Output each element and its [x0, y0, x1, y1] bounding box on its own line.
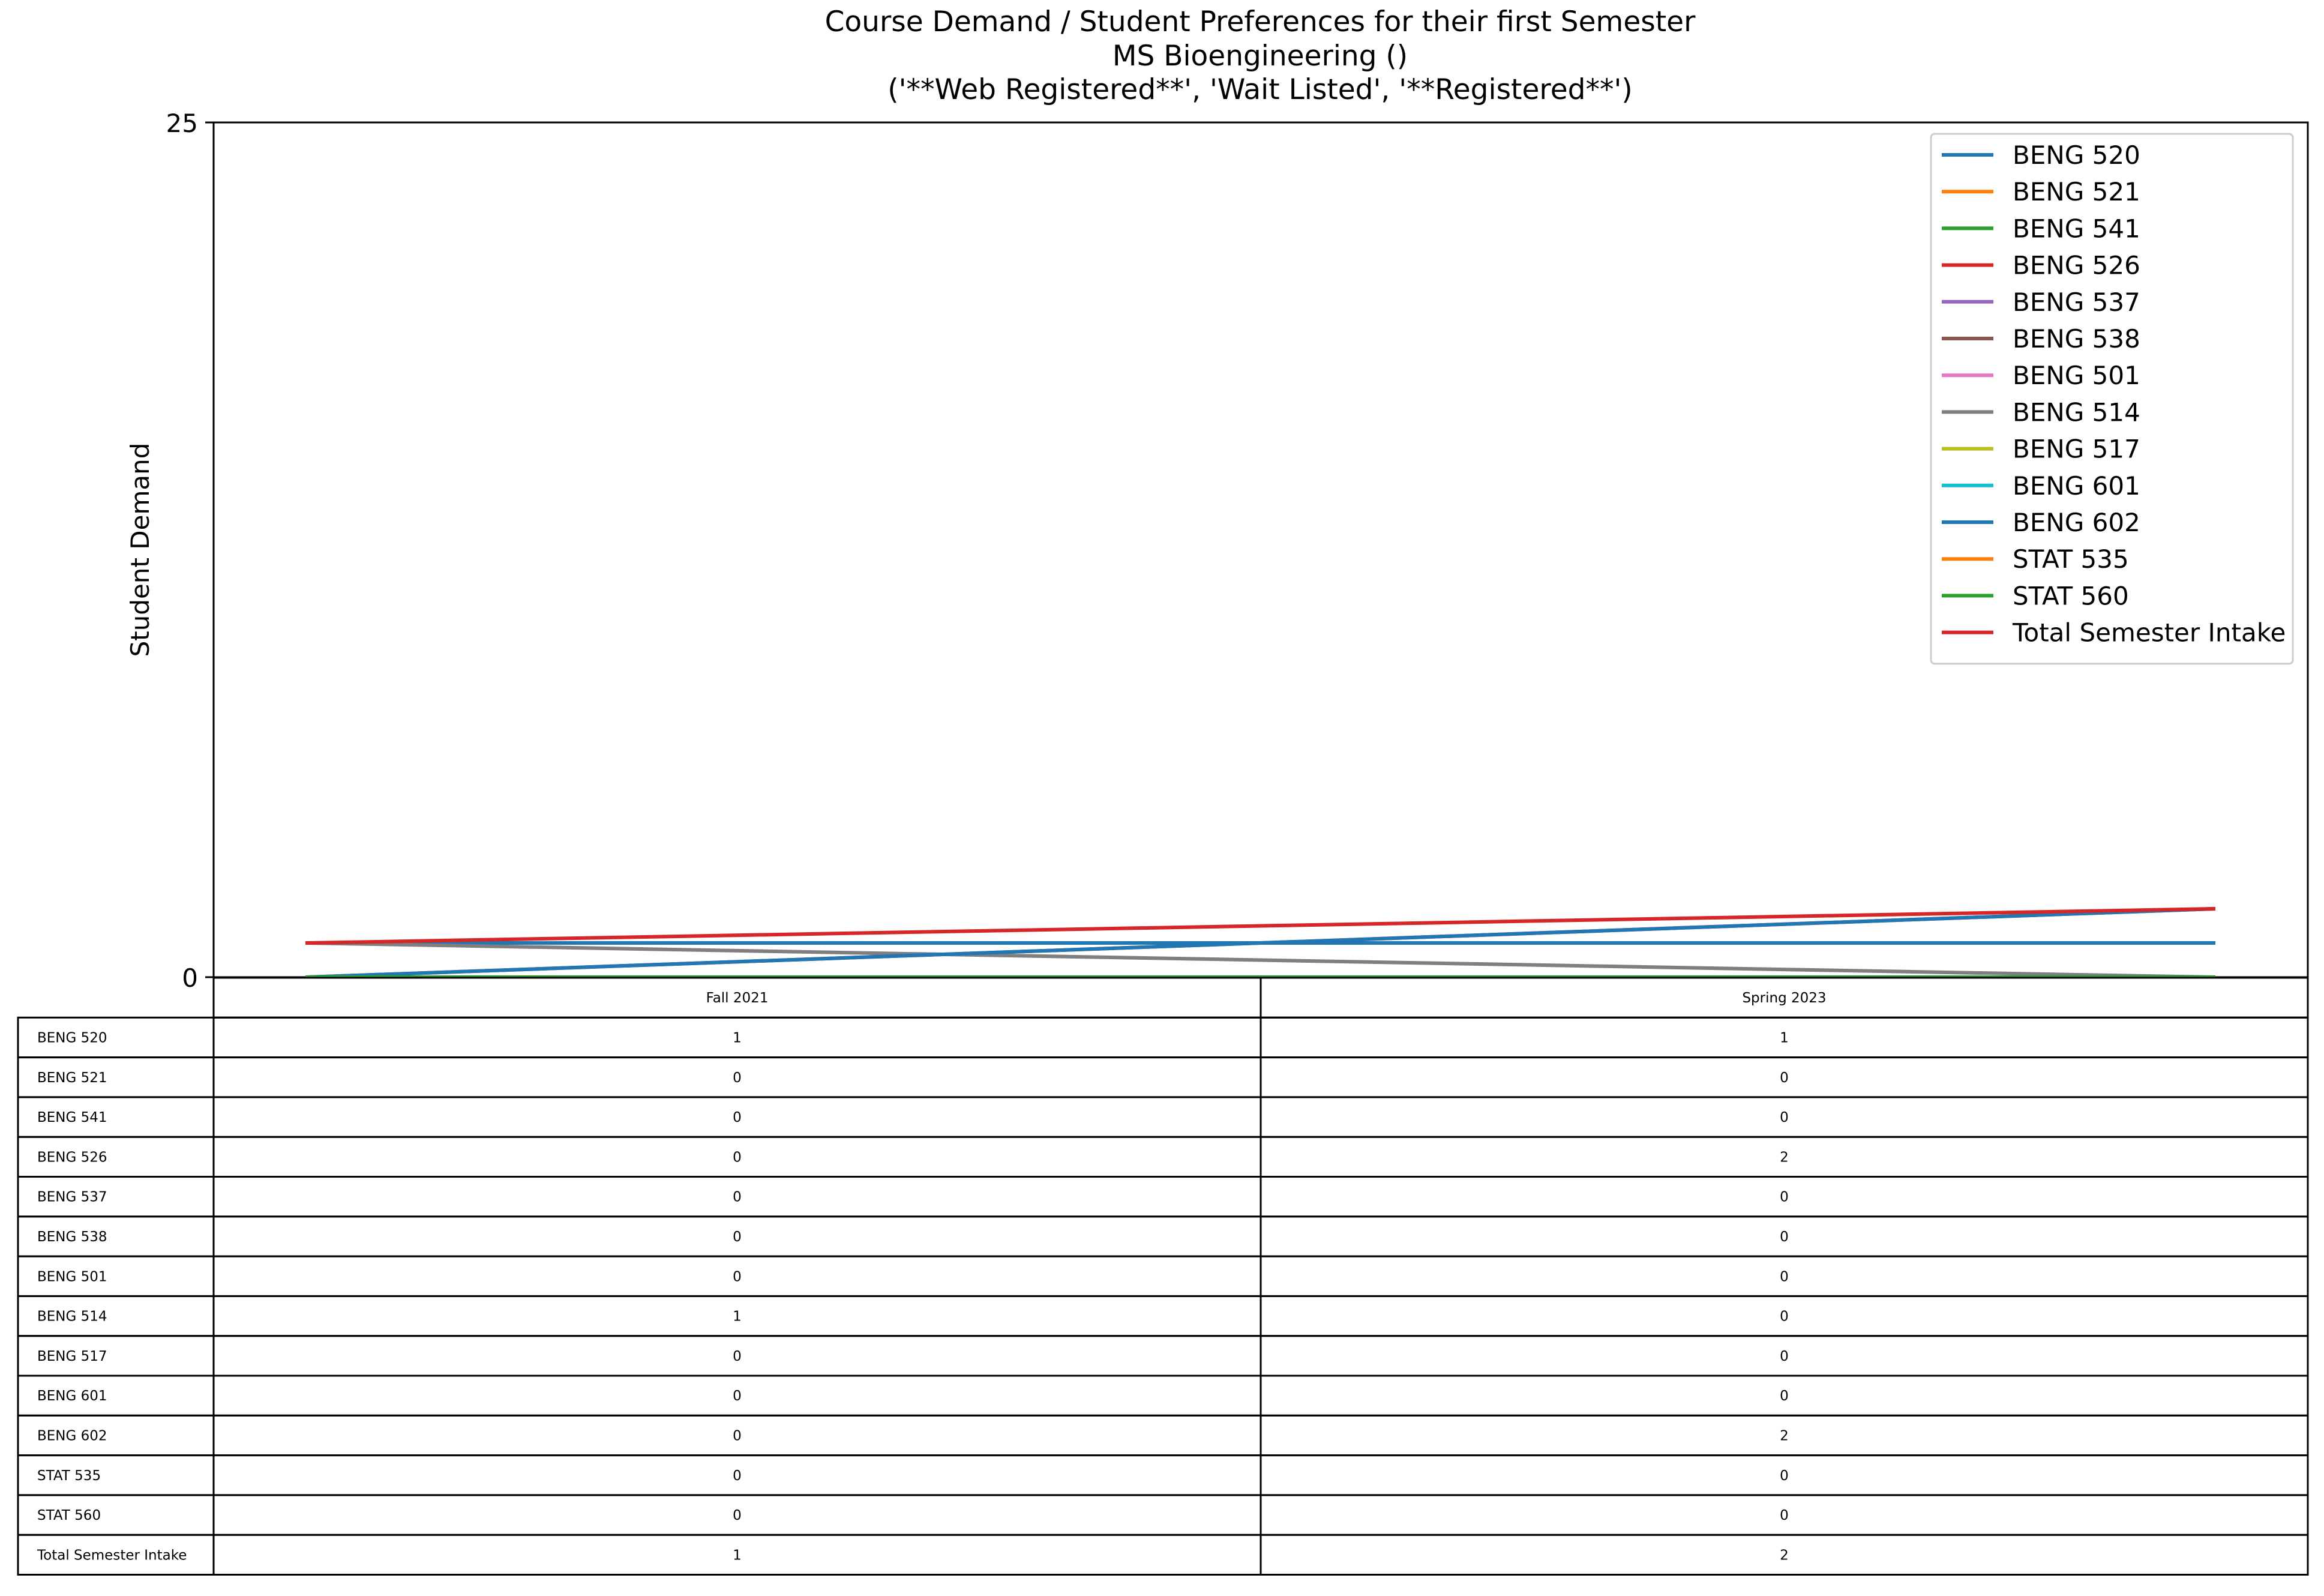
table-cell-value: 2	[1780, 1547, 1789, 1563]
legend-label: BENG 501	[2013, 361, 2140, 390]
table-row-label: BENG 520	[37, 1030, 107, 1046]
table-row-label: BENG 602	[37, 1428, 107, 1444]
legend[interactable]: BENG 520 BENG 521 BENG 541 BENG 526 BENG 537…	[1930, 133, 2294, 665]
table-cell-value: 0	[1780, 1229, 1789, 1245]
chart-title: Course Demand / Student Preferences for …	[825, 5, 1696, 106]
legend-label: BENG 520	[2013, 140, 2140, 170]
table-cell-value: 1	[733, 1309, 742, 1325]
table-header-label: Fall 2021	[706, 990, 769, 1006]
table-cell-value: 0	[733, 1149, 742, 1165]
series-line	[305, 907, 2216, 945]
legend-label: STAT 535	[2013, 544, 2129, 574]
table-cell-value: 0	[1780, 1110, 1789, 1125]
table-cell-value: 0	[1780, 1349, 1789, 1364]
table-cell-value: 0	[1780, 1468, 1789, 1484]
table-cell-value: 0	[733, 1388, 742, 1404]
table-cell-value: 0	[1780, 1269, 1789, 1284]
legend-frame	[1930, 133, 2294, 665]
table-row-label: BENG 526	[37, 1149, 107, 1165]
table-cell-value: 0	[1780, 1070, 1789, 1086]
table-cell-value: 0	[733, 1468, 742, 1484]
data-table: Fall 2021 Spring 2023 BENG 520 1 1 BENG 521 0 0…	[17, 977, 2309, 1576]
y-axis-label: Student Demand	[125, 443, 155, 657]
table-row-label: BENG 541	[37, 1110, 107, 1125]
legend-label: Total Semester Intake	[2012, 618, 2286, 648]
table-row-label: BENG 501	[37, 1269, 107, 1284]
table-row-label: BENG 601	[37, 1388, 107, 1404]
chart-title-line: Course Demand / Student Preferences for …	[825, 5, 1696, 38]
series-line	[305, 941, 2216, 980]
table-cell-value: 0	[733, 1508, 742, 1523]
legend-label: BENG 526	[2013, 251, 2140, 280]
table-row-label: BENG 521	[37, 1070, 107, 1086]
table-cell-value: 0	[733, 1070, 742, 1086]
table-cell	[1260, 1534, 2309, 1576]
table-row-label: BENG 517	[37, 1349, 107, 1364]
y-tick-label: 0	[182, 963, 198, 993]
table-cell-value: 0	[733, 1269, 742, 1284]
legend-label: BENG 601	[2013, 471, 2140, 501]
y-tick-label: 25	[166, 109, 198, 138]
table-cell-value: 1	[733, 1030, 742, 1046]
table-cell-value: 0	[733, 1229, 742, 1245]
table-cell-value: 0	[733, 1190, 742, 1205]
table-cell-value: 2	[1780, 1428, 1789, 1444]
table-header-label: Spring 2023	[1742, 990, 1826, 1006]
table-cell-value: 0	[1780, 1309, 1789, 1325]
legend-label: BENG 541	[2013, 214, 2140, 243]
table-row-label: BENG 538	[37, 1229, 107, 1245]
table-cell-value: 0	[1780, 1508, 1789, 1523]
legend-label: BENG 537	[2013, 288, 2140, 317]
legend-label: BENG 538	[2013, 324, 2140, 354]
legend-label: BENG 521	[2013, 177, 2140, 206]
table-cell-value: 0	[733, 1110, 742, 1125]
legend-label: BENG 517	[2013, 435, 2140, 464]
table-row-label: STAT 560	[37, 1508, 101, 1523]
table-cell-value: 1	[733, 1547, 742, 1563]
table-cell-value: 0	[733, 1349, 742, 1364]
table-row-label: BENG 537	[37, 1190, 107, 1205]
table-row-label: Total Semester Intake	[37, 1547, 187, 1563]
chart-title-line: MS Bioengineering ()	[1112, 40, 1408, 73]
table-cell-value: 0	[733, 1428, 742, 1444]
table-cell-value: 0	[1780, 1388, 1789, 1404]
table-cell-value: 1	[1780, 1030, 1789, 1046]
chart-title-line: ('**Web Registered**', 'Wait Listed', '*…	[887, 73, 1632, 106]
table-row-label: STAT 535	[37, 1468, 101, 1484]
table-cell-value: 2	[1780, 1149, 1789, 1165]
legend-label: BENG 514	[2013, 397, 2140, 427]
table-cell-value: 0	[1780, 1190, 1789, 1205]
table-row-label: BENG 514	[37, 1309, 107, 1325]
series-line	[305, 906, 2216, 980]
legend-label: BENG 602	[2013, 508, 2140, 537]
legend-label: STAT 560	[2013, 581, 2129, 610]
